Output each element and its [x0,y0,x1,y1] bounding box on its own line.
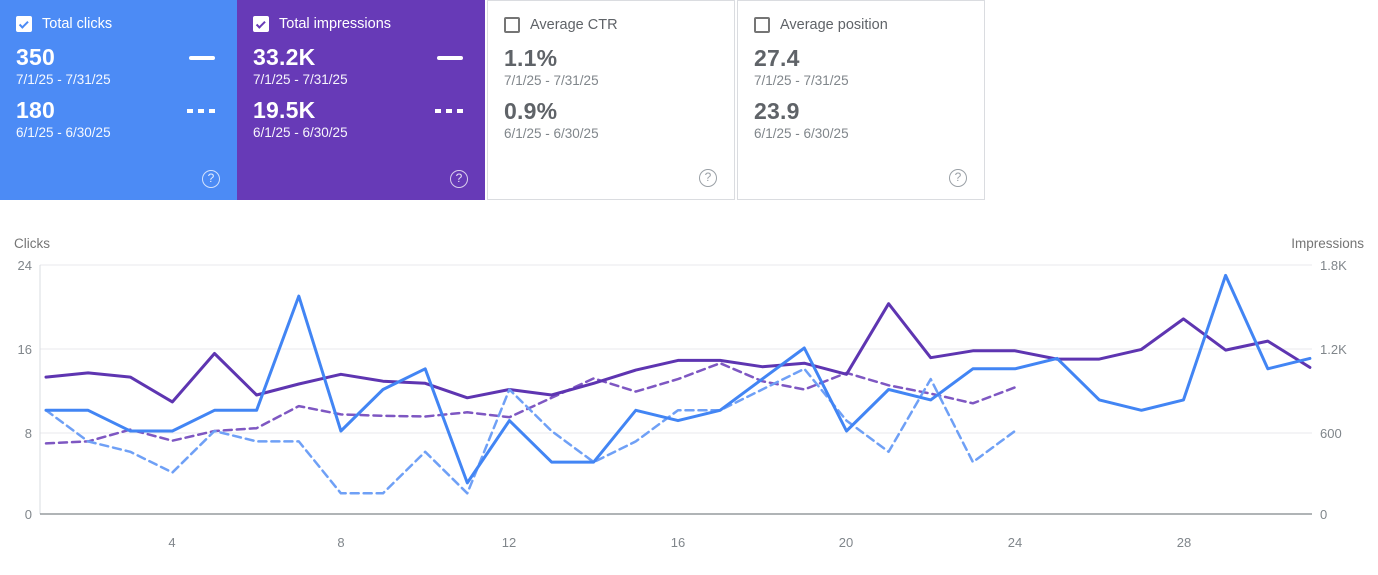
card-label: Average CTR [530,17,618,33]
solid-line-legend-icon [437,55,463,60]
card-label: Average position [780,17,888,33]
right-axis-title: Impressions [1291,236,1364,251]
help-icon[interactable]: ? [699,169,717,187]
current-period-range: 7/1/25 - 7/31/25 [253,72,348,87]
x-tick-label: 20 [839,535,853,550]
impressions-previous-line [44,361,1017,445]
current-period-value: 33.2K [253,44,316,70]
x-tick-label: 16 [671,535,685,550]
x-tick-label: 12 [502,535,516,550]
chart-canvas: Clicks Impressions 24 16 8 0 1.8K 1.2K 6… [14,236,1364,550]
left-axis-title: Clicks [14,236,50,251]
plot-area[interactable] [40,265,1312,514]
previous-period-range: 6/1/25 - 6/30/25 [16,125,111,140]
previous-period-value: 0.9% [504,98,558,124]
x-tick-label: 8 [337,535,344,550]
help-icon[interactable]: ? [949,169,967,187]
average-position-checkbox[interactable] [754,17,770,33]
current-period-range: 7/1/25 - 7/31/25 [16,72,111,87]
current-period-value: 1.1% [504,45,558,71]
left-tick-label: 0 [25,507,32,522]
left-tick-label: 8 [25,426,32,441]
average-ctr-card[interactable]: Average CTR 1.1% 7/1/25 - 7/31/25 0.9% 6… [487,0,735,200]
left-tick-label: 24 [18,258,32,273]
average-position-card[interactable]: Average position 27.4 7/1/25 - 7/31/25 2… [737,0,985,200]
impressions-current-line [44,302,1312,404]
dotted-line-legend-icon [435,108,463,113]
total-impressions-card[interactable]: Total impressions 33.2K 7/1/25 - 7/31/25… [237,0,485,200]
card-label: Total clicks [42,16,113,32]
left-tick-label: 16 [18,342,32,357]
total-impressions-checkbox[interactable] [253,16,269,32]
card-label: Total impressions [279,16,392,32]
current-period-range: 7/1/25 - 7/31/25 [754,73,849,88]
check-icon [18,18,29,29]
previous-period-range: 6/1/25 - 6/30/25 [253,125,348,140]
right-tick-label: 1.8K [1320,258,1347,273]
dotted-line-legend-icon [187,108,215,113]
x-tick-label: 4 [168,535,175,550]
x-tick-label: 24 [1008,535,1022,550]
x-tick-label: 28 [1177,535,1191,550]
previous-period-value: 23.9 [754,98,800,124]
series-layer [44,273,1312,495]
previous-period-value: 180 [16,97,55,123]
right-tick-label: 0 [1320,507,1327,522]
current-period-value: 27.4 [754,45,800,71]
performance-chart: Clicks Impressions 24 16 8 0 1.8K 1.2K 6… [0,200,1378,575]
previous-period-range: 6/1/25 - 6/30/25 [504,126,599,141]
previous-period-range: 6/1/25 - 6/30/25 [754,126,849,141]
right-tick-label: 600 [1320,426,1342,441]
current-period-range: 7/1/25 - 7/31/25 [504,73,599,88]
help-icon[interactable]: ? [450,170,468,188]
total-clicks-card[interactable]: Total clicks 350 7/1/25 - 7/31/25 180 6/… [0,0,237,200]
check-icon [255,18,266,29]
clicks-current-line [44,273,1312,485]
help-icon[interactable]: ? [202,170,220,188]
average-ctr-checkbox[interactable] [504,17,520,33]
solid-line-legend-icon [189,55,215,60]
current-period-value: 350 [16,44,55,70]
previous-period-value: 19.5K [253,97,316,123]
total-clicks-checkbox[interactable] [16,16,32,32]
right-tick-label: 1.2K [1320,342,1347,357]
metric-cards-row: Total clicks 350 7/1/25 - 7/31/25 180 6/… [0,0,985,200]
